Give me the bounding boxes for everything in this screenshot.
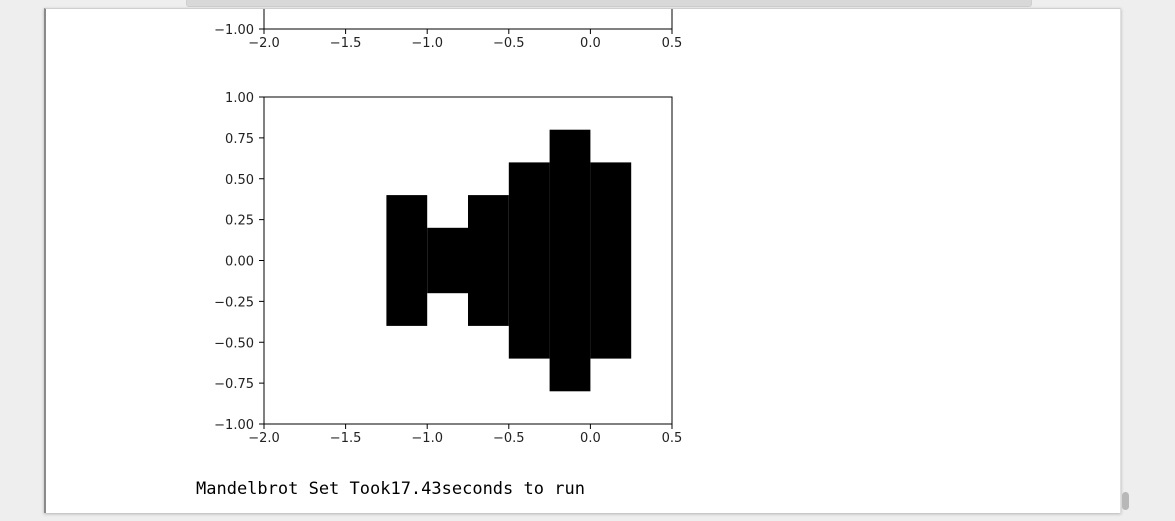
plots-svg: −1.00 −2.0 −1.5 −1.0 −0.5 0.0 0.5 −2.0 −1.5 −1.…	[214, 9, 682, 446]
plot-1-x-tick-label: 0.5	[662, 36, 683, 51]
cell-input-edge	[186, 0, 1032, 7]
heatmap-cell	[549, 129, 591, 392]
y-tick-label: 0.50	[225, 173, 254, 188]
y-tick-label: −0.75	[214, 377, 254, 392]
heatmap-cell	[427, 227, 468, 294]
plot-1: −1.00 −2.0 −1.5 −1.0 −0.5 0.0 0.5	[214, 9, 682, 51]
x-tick-label: −2.0	[248, 431, 280, 446]
plot-2: −2.0 −1.5 −1.0 −0.5 0.0 0.5 1.00 0.75 0.50 0.25 0…	[214, 91, 682, 446]
plot-1-x-tick-label: −0.5	[493, 36, 525, 51]
run-time-output: Mandelbrot Set Took17.43seconds to run	[196, 479, 585, 499]
y-tick-label: −0.50	[214, 336, 254, 351]
x-tick-label: −1.5	[330, 431, 362, 446]
plot-1-x-tick-label: −2.0	[248, 36, 280, 51]
plot-2-cells	[386, 129, 632, 392]
x-tick-label: −1.0	[411, 431, 443, 446]
y-tick-label: 0.00	[225, 255, 254, 270]
plot-1-x-tick-label: −1.0	[411, 36, 443, 51]
y-tick-label: 0.25	[225, 214, 254, 229]
plot-1-x-tick-label: −1.5	[330, 36, 362, 51]
heatmap-cell	[508, 162, 550, 359]
x-tick-label: −0.5	[493, 431, 525, 446]
y-tick-label: 0.75	[225, 132, 254, 147]
plot-2-x-ticks: −2.0 −1.5 −1.0 −0.5 0.0 0.5	[248, 424, 682, 446]
plot-2-y-ticks: 1.00 0.75 0.50 0.25 0.00 −0.25 −0.50 −0.75 −1.00	[214, 91, 264, 433]
window-scrollbar-thumb[interactable]	[1122, 492, 1129, 510]
x-tick-label: 0.5	[662, 431, 683, 446]
x-tick-label: 0.0	[580, 431, 601, 446]
plot-1-x-ticks: −2.0 −1.5 −1.0 −0.5 0.0 0.5	[248, 29, 682, 51]
y-tick-label: −1.00	[214, 418, 254, 433]
output-panel: −1.00 −2.0 −1.5 −1.0 −0.5 0.0 0.5 −2.0 −1.5 −1.…	[44, 8, 1121, 513]
window-scrollbar-track[interactable]	[1119, 0, 1175, 521]
heatmap-cell	[386, 195, 428, 326]
plot-1-x-tick-label: 0.0	[580, 36, 601, 51]
plot-1-y-tick-label: −1.00	[214, 23, 254, 38]
y-tick-label: −0.25	[214, 295, 254, 310]
heatmap-cell	[468, 195, 509, 326]
heatmap-cell	[590, 162, 632, 359]
y-tick-label: 1.00	[225, 91, 254, 106]
